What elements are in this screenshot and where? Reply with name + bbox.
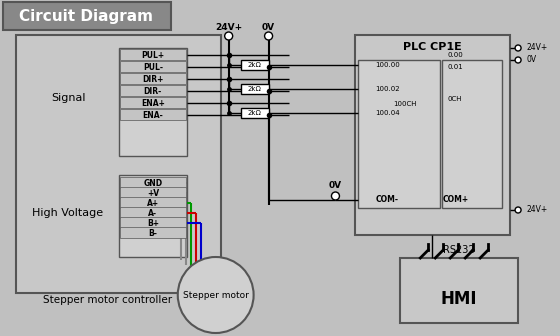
Text: 0CH: 0CH [448,96,463,102]
Bar [3,2,171,30]
Text: B+: B+ [147,218,159,227]
Text: Stepper motor controller: Stepper motor controller [43,295,172,305]
Text: ENA+: ENA+ [141,98,165,108]
Text: A+: A+ [147,199,159,208]
Bar [120,85,186,96]
Circle shape [264,32,273,40]
Text: 2kΩ: 2kΩ [248,86,262,92]
Text: 100.04: 100.04 [375,110,400,116]
Circle shape [332,192,339,200]
Text: B-: B- [148,228,157,238]
Circle shape [178,257,254,333]
Bar [241,108,269,118]
Bar [120,227,186,238]
Text: RS232: RS232 [444,245,475,255]
Bar [358,60,440,208]
Bar [241,60,269,70]
Text: Signal: Signal [52,93,86,103]
Circle shape [515,45,521,51]
Text: 2kΩ: 2kΩ [248,110,262,116]
Text: Stepper motor: Stepper motor [183,291,249,299]
Bar [120,197,186,208]
Text: 2kΩ: 2kΩ [248,62,262,68]
Bar [120,177,186,188]
Bar [120,61,186,72]
Text: 100.00: 100.00 [375,62,400,68]
Text: 24V+: 24V+ [526,206,547,214]
Text: 0V: 0V [262,24,275,33]
Text: 100.02: 100.02 [375,86,400,92]
Text: COM-: COM- [375,196,398,205]
Text: HMI: HMI [441,290,478,307]
Text: DIR+: DIR+ [142,75,164,84]
Text: 24V+: 24V+ [526,43,547,52]
Text: 24V+: 24V+ [215,24,242,33]
Text: ENA-: ENA- [142,111,163,120]
Bar [120,207,186,218]
Bar [241,84,269,94]
Bar [120,109,186,120]
Bar [120,73,186,84]
Text: GND: GND [143,178,162,187]
Text: DIR-: DIR- [144,86,162,95]
Text: 100CH: 100CH [394,101,417,107]
Bar [120,97,186,108]
Text: +V: +V [147,188,159,198]
Bar [400,258,518,323]
Text: PLC CP1E: PLC CP1E [403,42,462,52]
Bar [120,187,186,198]
Text: 0.00: 0.00 [447,52,463,58]
Text: Circuit Diagram: Circuit Diagram [19,8,153,24]
Text: 0.01: 0.01 [447,64,463,70]
Text: 0V: 0V [329,180,342,190]
Text: A-: A- [148,209,157,217]
Bar [16,35,221,293]
Text: COM+: COM+ [442,196,468,205]
Circle shape [515,207,521,213]
Text: High Voltage: High Voltage [32,208,104,218]
Bar [120,49,186,60]
Bar [119,48,186,156]
Bar [442,60,502,208]
Text: 0V: 0V [526,55,536,65]
Text: PUL+: PUL+ [141,50,165,59]
Bar [120,217,186,228]
Bar [356,35,510,235]
Circle shape [225,32,232,40]
Circle shape [515,57,521,63]
Text: PUL-: PUL- [143,62,163,72]
Bar [119,175,186,257]
